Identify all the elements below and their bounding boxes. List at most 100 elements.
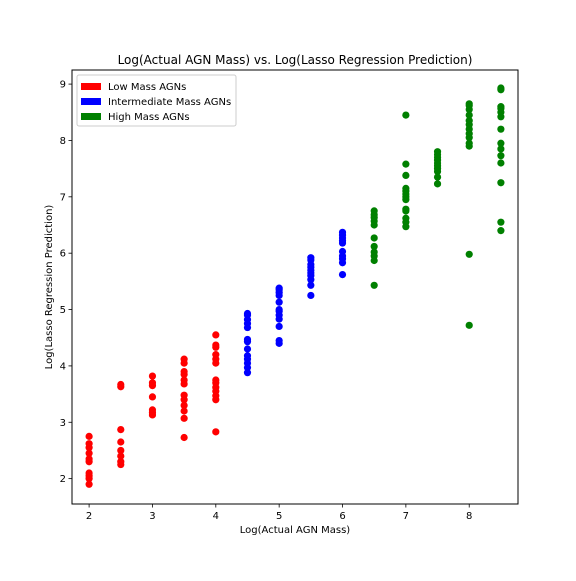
data-point <box>497 145 505 153</box>
data-point <box>497 227 505 235</box>
data-point <box>402 171 410 179</box>
data-point <box>465 321 473 329</box>
data-point <box>497 84 505 92</box>
data-point <box>180 433 188 442</box>
y-tick-label: 4 <box>60 361 66 372</box>
data-point <box>275 305 283 314</box>
data-point <box>433 180 442 188</box>
data-point <box>148 406 157 414</box>
ticks-layer: 2 3 4 5 6 7 8 2 3 4 5 6 7 8 9 <box>60 80 473 522</box>
data-point <box>148 379 157 387</box>
data-point <box>338 247 347 256</box>
data-point <box>275 336 283 345</box>
data-point <box>465 250 473 258</box>
data-point <box>433 173 442 181</box>
chart-title: Log(Actual AGN Mass) vs. Log(Lasso Regre… <box>118 53 473 67</box>
data-point <box>117 458 125 466</box>
data-point <box>243 309 252 318</box>
data-point <box>180 355 188 363</box>
data-point <box>180 414 188 422</box>
data-point <box>497 218 505 226</box>
x-tick-label: 5 <box>276 511 282 522</box>
legend: Low Mass AGNs Intermediate Mass AGNs High … <box>76 74 237 127</box>
data-point <box>85 455 93 463</box>
legend-box <box>76 74 237 127</box>
data-point <box>117 452 125 460</box>
legend-swatch <box>81 98 101 105</box>
data-point <box>370 281 378 289</box>
legend-swatch <box>81 113 101 120</box>
data-point <box>497 103 505 111</box>
x-tick-label: 7 <box>403 511 409 522</box>
data-point <box>338 271 347 279</box>
data-point <box>85 480 93 488</box>
data-point <box>212 331 220 339</box>
data-point <box>370 242 378 251</box>
data-point <box>243 352 252 360</box>
points-layer <box>85 84 505 488</box>
data-point <box>243 335 252 344</box>
x-tick-label: 4 <box>213 511 219 522</box>
data-point <box>212 428 220 436</box>
data-point <box>275 322 283 331</box>
data-point <box>465 100 473 108</box>
data-point <box>465 139 473 147</box>
data-point <box>402 184 410 192</box>
x-tick-label: 2 <box>86 511 92 522</box>
y-tick-label: 2 <box>60 474 66 485</box>
data-point <box>212 351 220 359</box>
data-point <box>212 376 220 384</box>
data-point <box>307 281 315 289</box>
data-point <box>370 248 378 256</box>
data-point <box>243 369 252 377</box>
data-point <box>148 372 157 380</box>
legend-label: Low Mass AGNs <box>108 82 186 93</box>
data-point <box>497 152 505 160</box>
x-axis-label: Log(Actual AGN Mass) <box>240 525 351 536</box>
data-point <box>497 159 505 167</box>
y-tick-label: 6 <box>60 249 66 260</box>
data-point <box>243 345 252 353</box>
y-tick-label: 9 <box>60 80 66 91</box>
data-point <box>402 214 410 222</box>
data-point <box>117 380 125 389</box>
data-point <box>117 426 125 434</box>
x-tick-label: 6 <box>339 511 345 522</box>
y-axis-label: Log(Lasso Regression Prediction) <box>44 205 55 370</box>
data-point <box>85 432 93 440</box>
series-1 <box>85 331 220 488</box>
data-point <box>402 111 410 119</box>
y-tick-label: 3 <box>60 418 66 429</box>
data-point <box>465 117 473 125</box>
axes-frame <box>71 69 519 505</box>
data-point <box>85 440 93 448</box>
data-point <box>465 111 473 119</box>
data-point <box>497 139 505 147</box>
x-tick-label: 3 <box>149 511 155 522</box>
legend-label: High Mass AGNs <box>108 112 190 123</box>
data-point <box>180 407 188 415</box>
data-point <box>338 228 347 236</box>
data-point <box>117 446 125 455</box>
data-point <box>85 469 93 477</box>
data-point <box>180 391 188 399</box>
data-point <box>212 341 220 349</box>
y-tick-label: 5 <box>60 305 66 316</box>
data-point <box>402 205 410 213</box>
y-tick-label: 8 <box>60 136 66 147</box>
series-3 <box>370 84 505 329</box>
data-point <box>433 148 442 156</box>
data-point <box>117 438 125 446</box>
data-point <box>180 401 188 409</box>
legend-label: Intermediate Mass AGNs <box>108 97 231 108</box>
data-point <box>497 125 505 133</box>
data-point <box>85 449 93 457</box>
series-2 <box>243 228 347 377</box>
data-point <box>180 367 188 376</box>
data-point <box>497 179 505 187</box>
data-point <box>370 207 378 215</box>
data-point <box>307 291 315 300</box>
data-point <box>148 393 157 401</box>
